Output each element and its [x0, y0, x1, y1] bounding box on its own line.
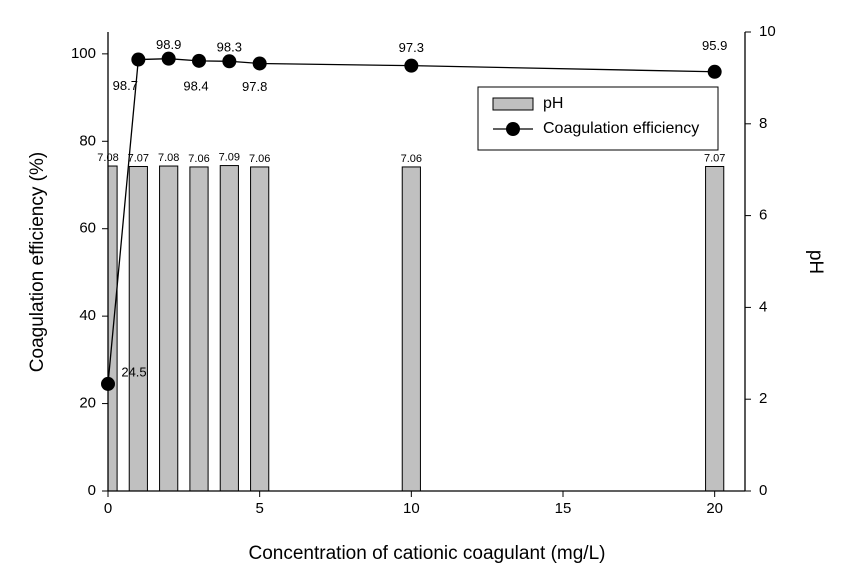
y-tick-label: 40 [79, 307, 96, 324]
bar [128, 165, 148, 491]
bar-value-label: 7.06 [401, 153, 422, 165]
y-tick-label: 100 [71, 45, 96, 62]
point [192, 53, 206, 68]
x-tick-label: 20 [706, 500, 723, 517]
y2-tick-label: 10 [759, 23, 776, 40]
y-tick-label: 60 [79, 220, 96, 237]
bar-value-label: 7.07 [128, 152, 149, 164]
point [131, 52, 146, 67]
bar [401, 166, 421, 491]
point-value-label: 95.9 [702, 38, 727, 53]
y2-tick-label: 4 [759, 298, 767, 315]
legend-box [477, 86, 719, 151]
bar [159, 165, 179, 491]
point-value-label: 98.3 [217, 40, 242, 55]
bar-value-label: 7.07 [704, 152, 725, 164]
bar [189, 166, 209, 491]
y-tick-label: 20 [79, 395, 96, 412]
point-value-label: 24.5 [121, 364, 146, 379]
point [404, 58, 419, 73]
y2-tick-label: 2 [759, 390, 767, 407]
x-tick-label: 15 [555, 500, 572, 517]
point [222, 54, 237, 69]
legend-label: Coagulation efficiency [543, 120, 699, 137]
y2-tick-label: 8 [759, 115, 767, 132]
x-tick-label: 0 [104, 500, 112, 517]
point-value-label: 97.8 [242, 79, 267, 94]
point-value-label: 98.7 [113, 78, 138, 93]
legend-swatch [492, 97, 534, 111]
y2-axis-label: pH [805, 250, 826, 274]
point [161, 51, 176, 66]
legend-marker [506, 122, 520, 136]
y-tick-label: 80 [79, 132, 96, 149]
bar [219, 165, 239, 491]
legend-label: pH [543, 95, 563, 112]
bar-value-label: 7.08 [158, 152, 179, 164]
bar [705, 165, 725, 491]
bar-value-label: 7.06 [188, 153, 209, 165]
point [101, 376, 115, 391]
y2-tick-label: 6 [759, 207, 767, 224]
y2-tick-label: 0 [759, 482, 767, 499]
y-tick-label: 0 [88, 482, 96, 499]
x-tick-label: 10 [403, 500, 420, 517]
bar [250, 166, 270, 491]
point [707, 64, 722, 79]
bar-value-label: 7.06 [249, 153, 270, 165]
point-value-label: 97.3 [399, 40, 424, 55]
point-value-label: 98.9 [156, 37, 181, 52]
point [252, 56, 267, 71]
y-axis-label: Coagulation efficiency (%) [27, 152, 48, 372]
bar-value-label: 7.09 [219, 151, 240, 163]
x-tick-label: 5 [255, 500, 263, 517]
x-axis-label: Concentration of cationic coagulant (mg/… [249, 543, 606, 564]
point-value-label: 98.4 [183, 78, 208, 93]
